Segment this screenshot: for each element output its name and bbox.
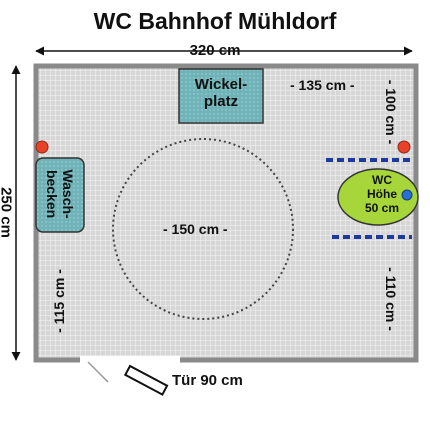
toilet-label-line3: 50 cm bbox=[364, 200, 400, 215]
red-marker-left bbox=[35, 140, 49, 154]
changing-table-label-line1: Wickel- bbox=[194, 76, 248, 93]
wc-bottom-gap-label: - 110 cm - bbox=[383, 267, 399, 331]
changing-table-label: Wickel- platz bbox=[179, 76, 263, 111]
sink-label: Wasch- becken bbox=[44, 158, 76, 230]
red-marker-right bbox=[397, 140, 411, 154]
door-leaf bbox=[87, 361, 169, 396]
flush-button bbox=[401, 189, 413, 201]
room-height-label: 250 cm bbox=[0, 187, 15, 238]
changing-table-label-line2: platz bbox=[203, 93, 239, 111]
sink-label-line2: becken bbox=[44, 169, 60, 219]
changing-table-distance-label: - 135 cm - bbox=[290, 77, 355, 93]
sink-label-line1: Wasch- bbox=[60, 169, 77, 219]
toilet-label-line1: WC bbox=[372, 173, 392, 187]
room-width-label: 320 cm bbox=[189, 42, 241, 59]
changing-table bbox=[178, 68, 264, 124]
turning-circle-label: - 150 cm - bbox=[163, 221, 228, 237]
door-opening bbox=[80, 356, 180, 366]
wc-top-gap-label: - 100 cm - bbox=[383, 79, 399, 145]
toilet-label-line2: Höhe bbox=[367, 186, 397, 201]
toilet-bowl bbox=[337, 168, 419, 226]
sink bbox=[35, 157, 85, 233]
toilet-label: WC Höhe 50 cm bbox=[352, 173, 412, 215]
turning-circle bbox=[112, 138, 294, 320]
door-label: Tür 90 cm bbox=[172, 372, 243, 389]
sink-gap-label: - 115 cm - bbox=[51, 269, 67, 333]
page-title: WC Bahnhof Mühldorf bbox=[93, 8, 337, 34]
